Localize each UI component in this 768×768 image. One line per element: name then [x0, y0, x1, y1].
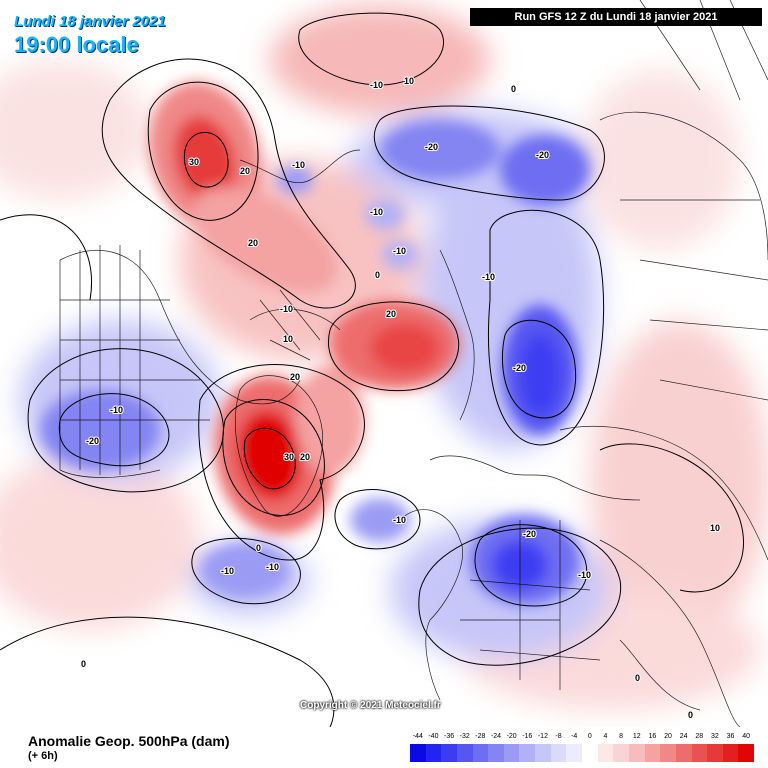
colorbar-swatch [566, 744, 583, 762]
label-hudson-min: -10 [110, 405, 123, 415]
colorbar-swatch [488, 744, 504, 762]
colorbar-tick-labels: -44 -40 -36 -32 -28 -24 -20 -16 -12 -8 -4 0 4 8 12 16 20… [410, 733, 754, 743]
label-north-pacific-max: 10 [404, 76, 414, 86]
colorbar-tick: 12 [632, 733, 641, 740]
forecast-date: Lundi 18 janvier 2021 [14, 13, 166, 30]
label-siberia-min: -20 [425, 142, 438, 152]
colorbar-tick: -36 [444, 733, 455, 740]
colorbar-swatch [425, 744, 442, 762]
colorbar-swatch [738, 744, 755, 762]
geopotential-anomaly-map: 30 20 20 -10 -10 10 -10 -20 -20 -10 -10 … [0, 0, 768, 727]
label-azores-min1: -10 [221, 566, 234, 576]
contour-labels: 30 20 20 -10 -10 10 -10 -20 -20 -10 -10 … [80, 75, 721, 721]
label-baffin-ring: 10 [283, 334, 293, 344]
colorbar-tick: 24 [679, 733, 688, 740]
label-asia-zero: 0 [635, 673, 640, 683]
label-azores-min2: -10 [266, 562, 279, 572]
label-north-pacific-min1: -10 [370, 80, 383, 90]
colorbar-tick: 0 [587, 733, 592, 740]
colorbar-swatch [550, 744, 567, 762]
colorbar-tick: -44 [412, 733, 423, 740]
colorbar-tick: -28 [475, 733, 486, 740]
colorbar-tick: -8 [555, 733, 562, 740]
colorbar-swatch [441, 744, 457, 762]
copyright: Copyright © 2021 Meteociel.fr [300, 700, 441, 711]
label-europe-ring: -10 [578, 570, 591, 580]
colorbar-tick: -32 [459, 733, 470, 740]
label-greenland-ring: 20 [290, 372, 300, 382]
colorbar-swatch [503, 744, 520, 762]
label-usa-min: -20 [86, 436, 99, 446]
colorbar-swatch [707, 744, 723, 762]
label-chukchi-min: -10 [292, 160, 305, 170]
colorbar-tick: 28 [695, 733, 704, 740]
colorbar-swatch [722, 744, 739, 762]
colorbar-tick: 16 [648, 733, 657, 740]
label-europe-min: -20 [523, 529, 536, 539]
colorbar-tick: 8 [619, 733, 624, 740]
colorbar-tick: 4 [603, 733, 608, 740]
colorbar-tick: -24 [490, 733, 502, 740]
colorbar-swatch [472, 744, 489, 762]
label-asia-max: 10 [710, 523, 720, 533]
colorbar-swatch [597, 744, 614, 762]
label-kara-min: -10 [280, 304, 293, 314]
forecast-local-time: 19:00 locale [14, 32, 139, 57]
anomaly-contours [0, 12, 745, 727]
coastlines [59, 0, 768, 727]
colorbar-swatch [691, 744, 708, 762]
colorbar-swatch [675, 744, 692, 762]
label-arctic-max: 20 [386, 309, 396, 319]
anomaly-field-cores [40, 81, 590, 605]
colorbar-tick: -20 [506, 733, 517, 740]
label-atlantic-min: -10 [393, 515, 406, 525]
colorbar-tick: 36 [726, 733, 735, 740]
colorbar-swatch [628, 744, 645, 762]
colorbar-tick: 32 [711, 733, 719, 740]
label-greenland-ring2: 20 [300, 452, 310, 462]
colorbar-swatch [582, 744, 598, 762]
label-pacific-zero: 0 [511, 84, 516, 94]
label-arctic-min: -10 [482, 272, 495, 282]
label-bering-ring: 20 [248, 238, 258, 248]
colorbar-tick: -40 [428, 733, 439, 740]
label-india-zero: 0 [688, 710, 693, 720]
label-subtropic-zero: 0 [81, 659, 86, 669]
label-greenland-max: 30 [284, 452, 294, 462]
label-west-siberia-min: -20 [513, 363, 526, 373]
colorbar-swatch [519, 744, 536, 762]
colorbar-swatch [535, 744, 551, 762]
colorbar-swatch [613, 744, 629, 762]
forecast-hour: (+ 6h) [28, 750, 58, 762]
label-alaska-max: 30 [189, 157, 199, 167]
colorbar-swatch [410, 744, 426, 762]
colorbar-swatch [456, 744, 473, 762]
field-title: Anomalie Geop. 500hPa (dam) [28, 733, 230, 749]
colorbar-tick: -16 [522, 733, 533, 740]
label-alaska-ring: 20 [240, 166, 250, 176]
label-far-east-min: -20 [536, 150, 549, 160]
colorbar-tick: -4 [571, 733, 578, 740]
colorbar [410, 744, 755, 762]
colorbar-tick: -12 [537, 733, 548, 740]
colorbar-swatch [660, 744, 676, 762]
colorbar-tick: 40 [742, 733, 751, 740]
label-east-siberia-min: -10 [393, 246, 406, 256]
colorbar-tick: 20 [664, 733, 672, 740]
label-arctic-zero: 0 [375, 270, 380, 280]
run-info: Run GFS 12 Z du Lundi 18 janvier 2021 [470, 8, 762, 26]
label-atlantic-zero: 0 [256, 543, 261, 553]
label-north-pacific-min2: -10 [370, 207, 383, 217]
colorbar-swatch [644, 744, 661, 762]
